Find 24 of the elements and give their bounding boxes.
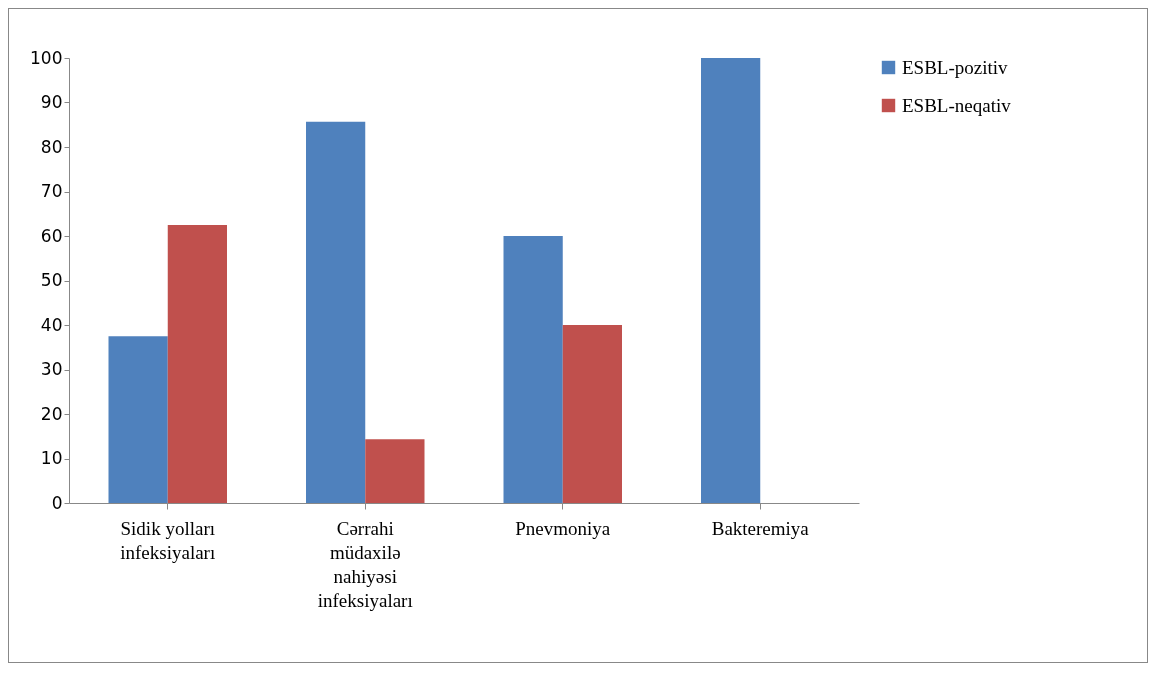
y-tick-label: 40 [40, 314, 63, 335]
y-tick-label: 80 [40, 136, 63, 157]
y-tick-label: 0 [51, 492, 63, 513]
x-tick-label: Bakteremiya [711, 517, 810, 539]
y-tick-label: 50 [40, 270, 63, 290]
bar [365, 439, 425, 503]
x-tick-label: Pnevmoniya [515, 517, 611, 539]
y-tick-label: 70 [40, 181, 63, 201]
y-tick-label: 100 [30, 47, 63, 68]
y-tick-label: 30 [40, 359, 63, 379]
bar [108, 336, 168, 503]
y-tick-label: 60 [40, 225, 63, 246]
x-tick-label: Cərrahi müdaxilə nahiyəsi infeksiyaları [317, 517, 413, 611]
bar [701, 58, 761, 503]
legend-label: ESBL-pozitiv [902, 56, 1009, 78]
bar [562, 325, 622, 503]
bar [306, 121, 366, 503]
x-tick-label: Sidik yolları infeksiyaları [120, 517, 216, 563]
legend-label: ESBL-neqativ [902, 94, 1012, 116]
bar [167, 224, 227, 503]
y-tick-label: 20 [40, 403, 63, 424]
y-tick-label: 90 [40, 92, 63, 112]
y-tick-label: 10 [40, 448, 63, 468]
bar [503, 236, 563, 503]
